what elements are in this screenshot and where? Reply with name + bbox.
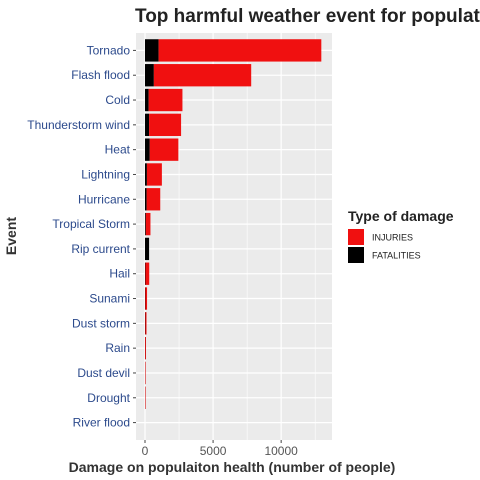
y-tick-label: Tornado [87, 43, 131, 57]
y-tick-label: River flood [73, 416, 130, 430]
bar-injuries [145, 361, 146, 385]
chart-title: Top harmful weather event for populat [135, 6, 480, 27]
y-tick-label: Hail [109, 267, 130, 281]
y-tick-label: Sunami [89, 292, 130, 306]
bar-fatalities [145, 188, 147, 211]
bar-fatalities [145, 64, 154, 87]
legend-label-fatalities: FATALITIES [372, 251, 421, 261]
bar-fatalities [145, 113, 150, 137]
bar-fatalities [145, 39, 159, 62]
bar-fatalities [145, 138, 150, 161]
bar-injuries [146, 188, 161, 211]
bar-fatalities [145, 163, 147, 186]
x-axis-title: Damage on populaiton health (number of p… [69, 459, 396, 475]
bar-fatalities [145, 287, 146, 310]
bar-fatalities [145, 88, 149, 112]
bar-injuries [146, 163, 162, 186]
y-tick-label: Thunderstorm wind [27, 118, 130, 132]
legend-swatch-fatalities [348, 247, 364, 263]
legend-title: Type of damage [348, 208, 454, 224]
legend-label-injuries: INJURIES [372, 233, 413, 243]
y-tick-label: Rain [105, 341, 130, 355]
y-tick-label: Hurricane [78, 192, 130, 206]
y-tick-label: Dust devil [77, 366, 130, 380]
x-tick-label: 5000 [200, 444, 227, 458]
y-tick-label: Tropical Storm [52, 217, 130, 231]
bar-injuries [149, 113, 182, 137]
bar-fatalities [145, 312, 146, 335]
bar-injuries [145, 262, 150, 285]
bar-injuries [158, 39, 322, 62]
bar-injuries [153, 64, 252, 87]
bar-fatalities [145, 237, 150, 261]
y-tick-label: Cold [105, 93, 130, 107]
y-tick-label: Heat [105, 143, 131, 157]
legend-swatch-injuries [348, 229, 364, 245]
x-tick-label: 0 [142, 444, 149, 458]
y-tick-label: Rip current [71, 242, 130, 256]
x-tick-label: 10000 [264, 444, 298, 458]
y-tick-label: Lightning [81, 167, 130, 181]
y-axis-title: Event [3, 217, 19, 255]
y-tick-label: Dust storm [72, 316, 130, 330]
bar-injuries [145, 386, 146, 409]
bar-injuries [149, 138, 179, 161]
bar-injuries [145, 336, 146, 360]
bar-fatalities [145, 262, 146, 285]
bar-injuries [145, 212, 151, 236]
y-tick-label: Drought [87, 391, 130, 405]
bar-injuries [145, 312, 147, 335]
y-tick-label: Flash flood [71, 68, 130, 82]
bar-injuries [145, 287, 148, 310]
bar-injuries [148, 88, 183, 112]
bar-fatalities [145, 212, 146, 236]
